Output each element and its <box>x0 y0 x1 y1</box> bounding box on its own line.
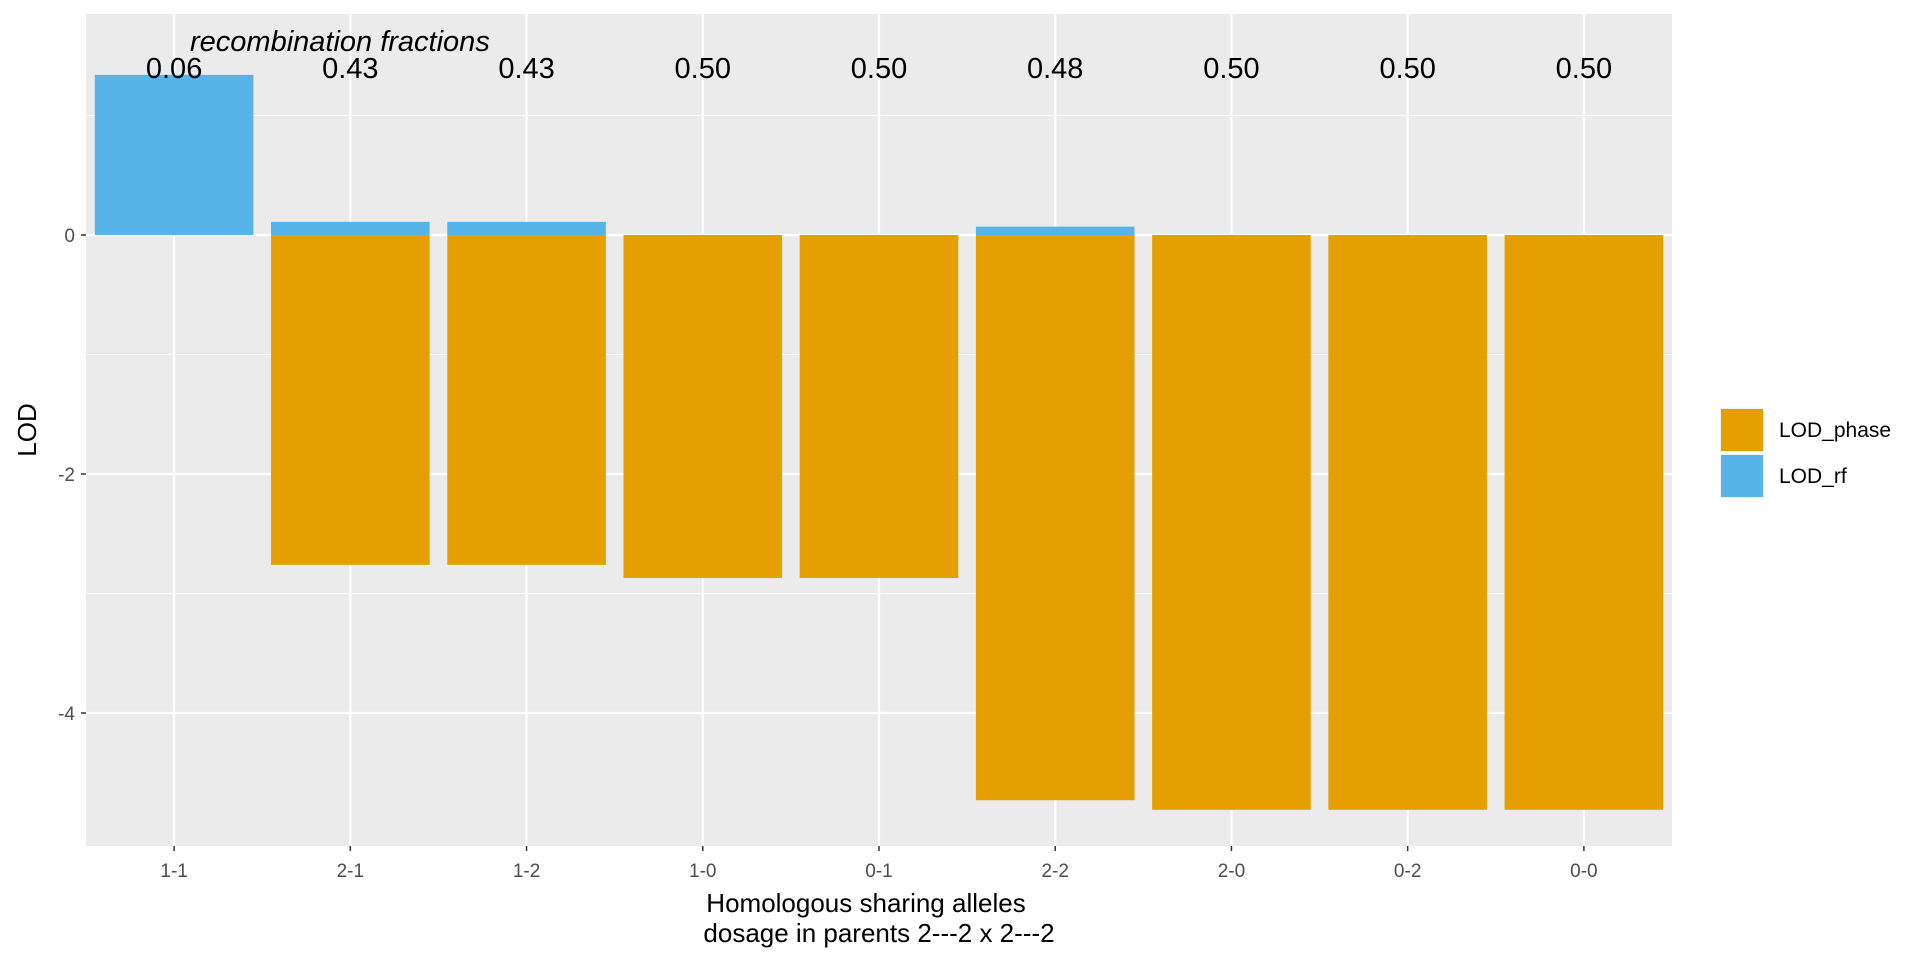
bar-lod-phase-1-0 <box>623 235 783 578</box>
rf-label-1-1: 0.06 <box>146 53 202 85</box>
rf-labels: 0.06 0.43 0.43 0.50 0.50 0.48 0.50 0.50 0.50 <box>146 53 1612 85</box>
bar-lod-phase-0-2 <box>1328 235 1487 810</box>
x-tick-label-2-1: 2-1 <box>337 861 364 882</box>
y-axis-title: LOD <box>12 403 42 456</box>
bar-lod-phase-0-0 <box>1504 235 1664 810</box>
x-tick-label-0-2: 0-2 <box>1394 861 1421 882</box>
bar-lod-phase-0-1 <box>799 235 959 578</box>
y-tick-label: 0 <box>64 226 75 247</box>
legend-label-lod-phase: LOD_phase <box>1779 419 1891 442</box>
legend-swatch-lod-rf <box>1721 455 1763 497</box>
x-axis-title-line2: dosage in parents 2---2 x 2---2 <box>703 918 1054 948</box>
rf-label-0-1: 0.50 <box>851 53 907 85</box>
bar-lod-phase-2-0 <box>1152 235 1311 810</box>
x-tick-label-1-2: 1-2 <box>513 861 540 882</box>
annotation-recombination-fractions: recombination fractions <box>190 26 490 58</box>
legend-label-lod-rf: LOD_rf <box>1779 465 1847 488</box>
rf-label-2-1: 0.43 <box>322 53 378 85</box>
bars <box>94 74 1664 810</box>
bar-lod-phase-2-2 <box>975 235 1135 801</box>
rf-label-0-0: 0.50 <box>1556 53 1612 85</box>
bar-lod-rf-2-1 <box>271 221 430 235</box>
bar-lod-phase-2-1 <box>271 235 430 565</box>
bar-lod-rf-2-2 <box>975 226 1135 235</box>
x-tick-label-1-1: 1-1 <box>160 861 187 882</box>
bar-lod-rf-1-1 <box>94 74 254 236</box>
x-tick-label-1-0: 1-0 <box>689 861 716 882</box>
legend: LOD_phase LOD_rf <box>1720 408 1891 498</box>
rf-label-0-2: 0.50 <box>1379 53 1435 85</box>
y-tick-label: -4 <box>58 704 75 725</box>
y-axis: 0 -2 -4 <box>58 226 86 725</box>
x-tick-label-0-0: 0-0 <box>1570 861 1597 882</box>
legend-swatch-lod-phase <box>1721 409 1763 451</box>
x-tick-label-0-1: 0-1 <box>865 861 892 882</box>
x-tick-label-2-2: 2-2 <box>1041 861 1068 882</box>
rf-label-2-2: 0.48 <box>1027 53 1083 85</box>
bar-lod-phase-1-2 <box>447 235 606 565</box>
rf-label-1-2: 0.43 <box>498 53 554 85</box>
x-tick-label-2-0: 2-0 <box>1218 861 1245 882</box>
rf-label-2-0: 0.50 <box>1203 53 1259 85</box>
y-tick-label: -2 <box>58 465 75 486</box>
rf-label-1-0: 0.50 <box>675 53 731 85</box>
x-axis-title-line1: Homologous sharing alleles <box>706 888 1025 918</box>
bar-lod-rf-1-2 <box>447 221 606 235</box>
x-axis: 1-1 2-1 1-2 1-0 0-1 2-2 2-0 0-2 0-0 <box>160 846 1598 882</box>
